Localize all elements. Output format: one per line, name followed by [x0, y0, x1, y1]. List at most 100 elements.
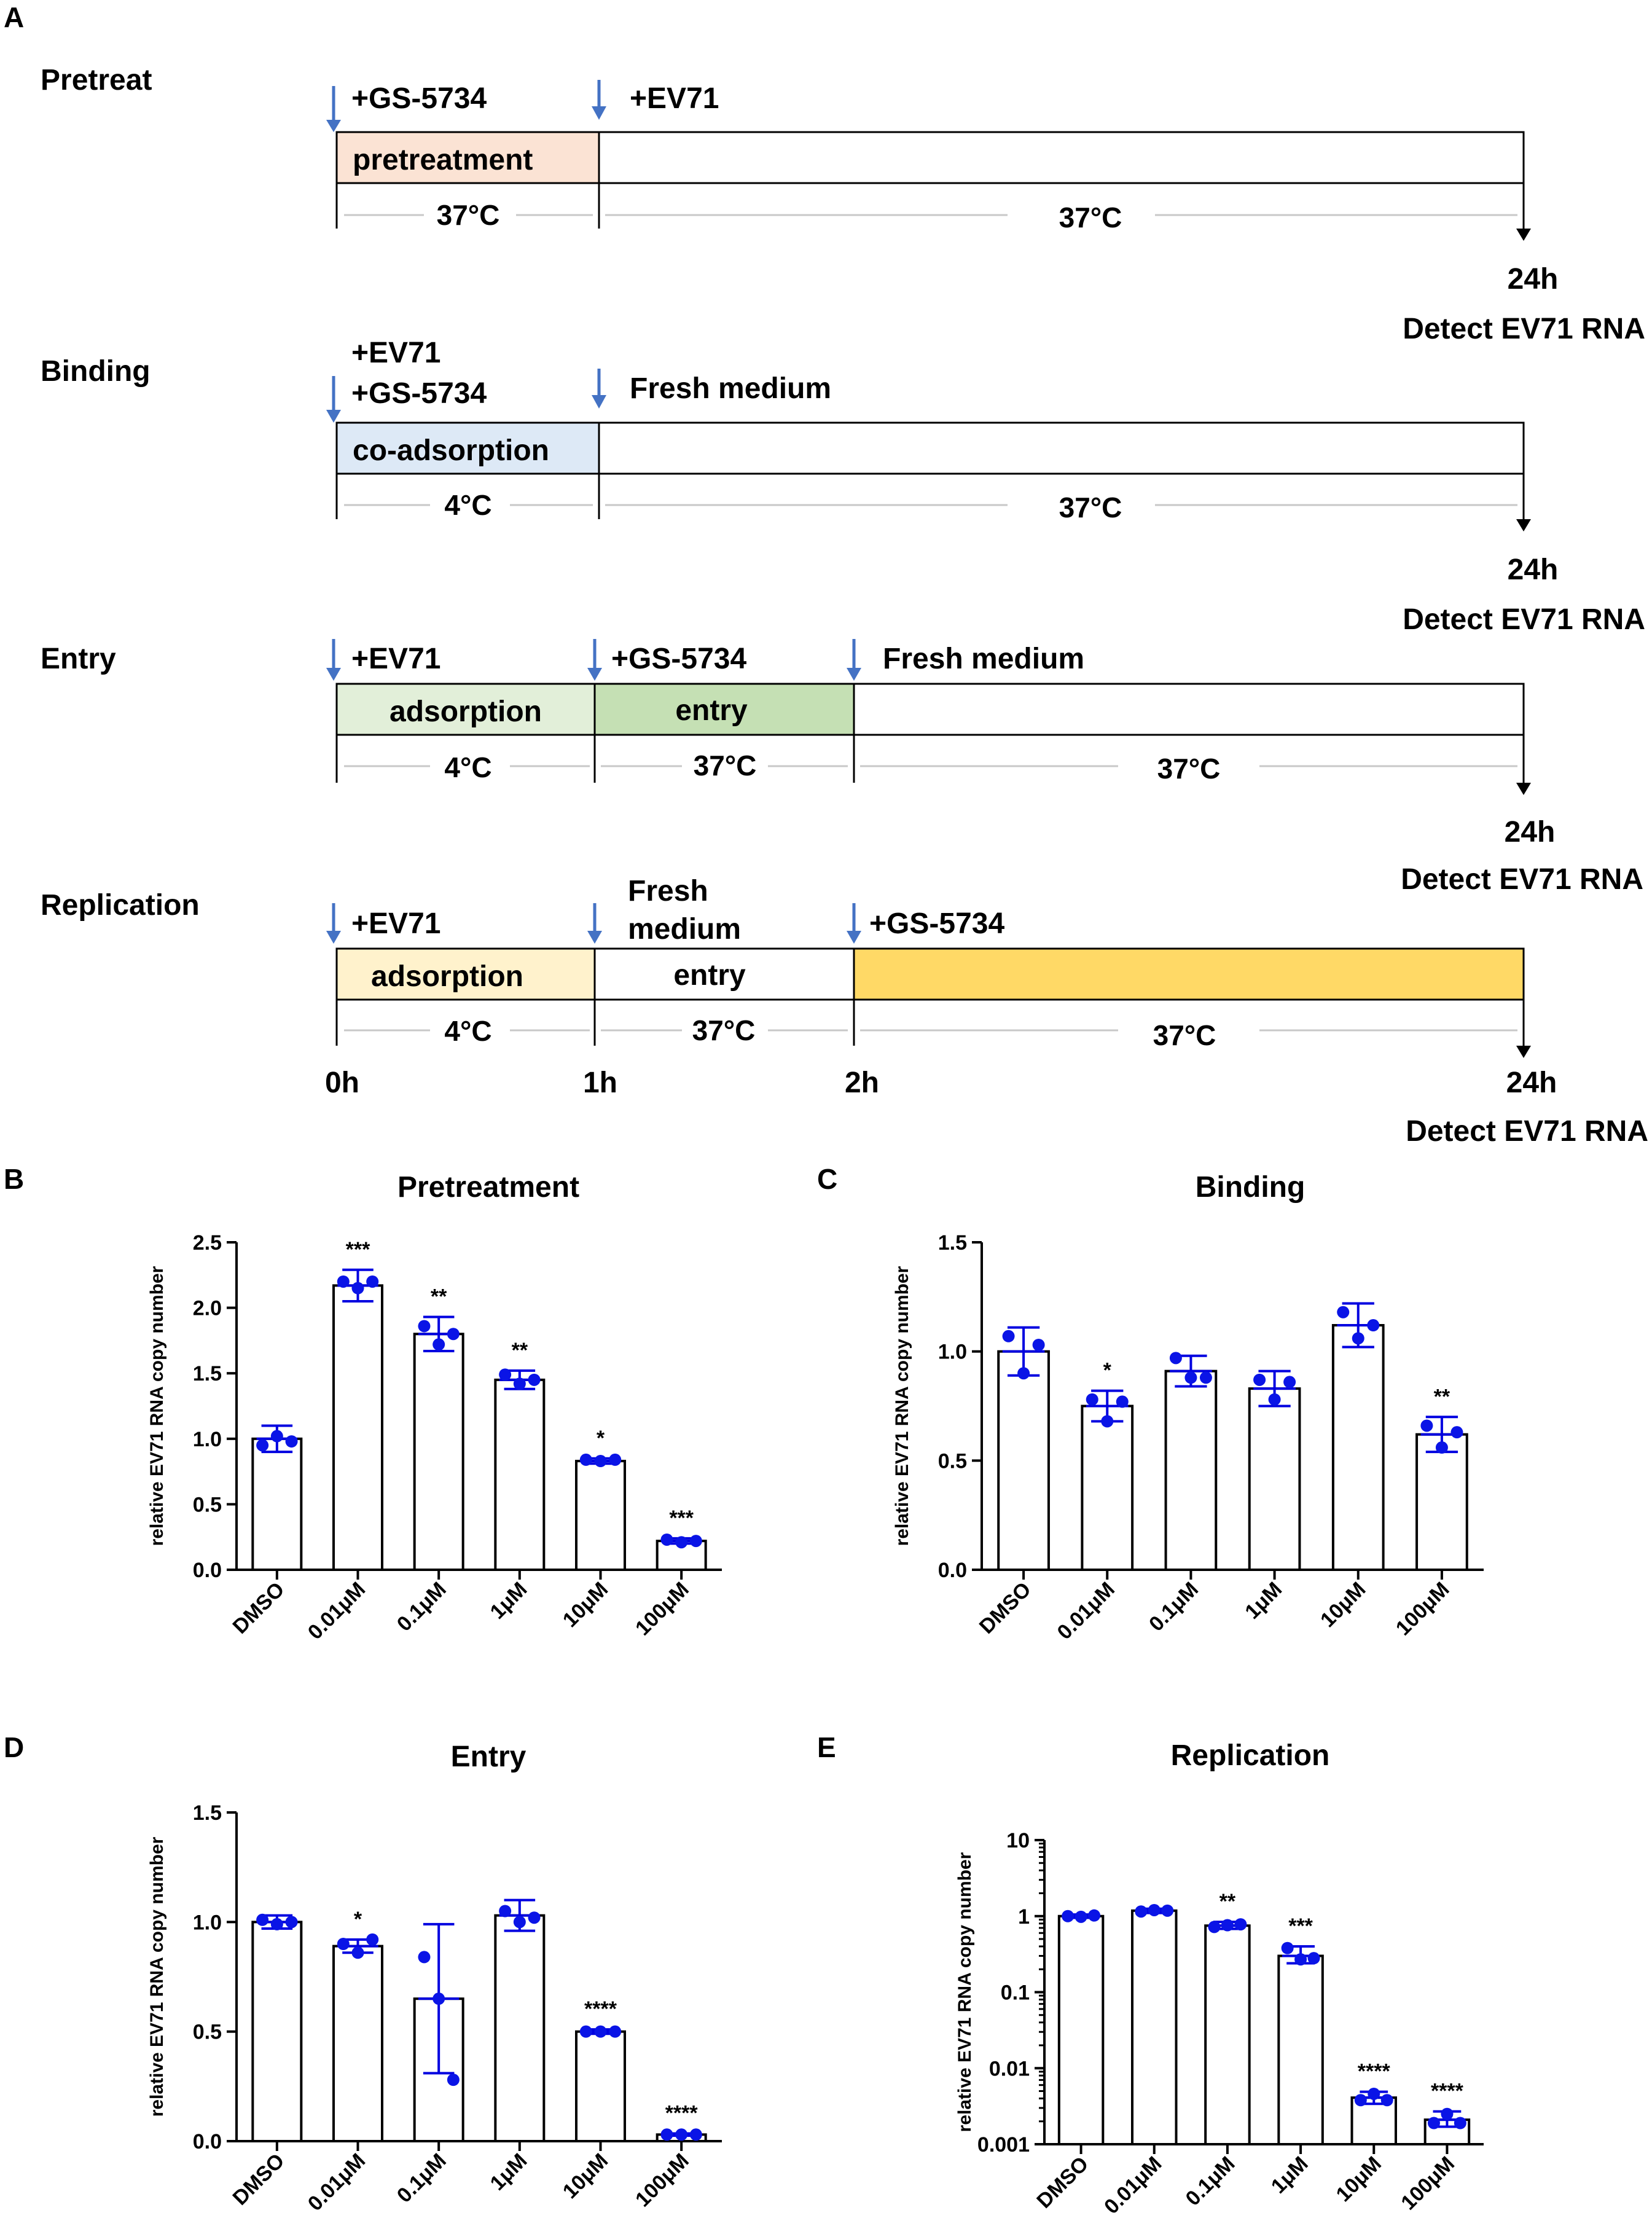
data-point — [609, 2025, 622, 2038]
data-point — [675, 1536, 688, 1549]
data-point — [351, 1946, 364, 1959]
data-point — [1086, 1393, 1098, 1406]
segment-adsorption — [335, 683, 596, 736]
y-tick-label: 0.0 — [938, 1559, 967, 1582]
schematic-row-binding: Binding +EV71 +GS-5734 Fresh medium co-a… — [41, 337, 1645, 636]
segment-co-adsorption — [335, 421, 600, 475]
data-point — [594, 2025, 607, 2038]
data-point — [1116, 1395, 1129, 1408]
data-point — [285, 1435, 298, 1448]
data-point — [1148, 1903, 1161, 1916]
x-tick-label: 0.1μM — [393, 2149, 451, 2208]
data-point — [1017, 1367, 1030, 1380]
data-point — [433, 1338, 445, 1351]
data-point — [579, 1453, 592, 1466]
segment-label-adsorption: adsorption — [390, 695, 542, 728]
data-point — [513, 1916, 526, 1929]
y-axis-label: relative EV71 RNA copy number — [147, 1266, 167, 1546]
arrow-head-icon — [326, 120, 341, 132]
data-point — [1367, 1319, 1380, 1332]
y-tick-label: 1 — [1018, 1905, 1030, 1929]
data-point — [499, 1368, 512, 1381]
y-tick-label: 0.5 — [938, 1449, 967, 1473]
data-point — [579, 2025, 592, 2038]
significance-label: *** — [669, 1506, 694, 1530]
y-tick-label: 0.5 — [193, 2021, 222, 2044]
bar — [251, 1437, 303, 1572]
bar — [1248, 1387, 1301, 1571]
data-point — [337, 1938, 350, 1950]
data-point — [1032, 1339, 1045, 1352]
arrow-label-ev71: +EV71 — [351, 643, 440, 675]
segment-incubation — [853, 683, 1525, 736]
chart-title: Binding — [1196, 1171, 1306, 1204]
chart-replication: Replication 0.001 0.01 0.1 1 10 relative EV71 … — [955, 1739, 1484, 2219]
bar — [332, 1945, 383, 2142]
data-point — [1454, 2117, 1466, 2129]
chart-title: Replication — [1171, 1739, 1330, 1772]
segment-label-entry: entry — [673, 959, 746, 992]
y-tick-label: 0.0 — [193, 2130, 222, 2153]
end-detect-label: Detect EV71 RNA — [1403, 313, 1645, 345]
row-name-entry: Entry — [41, 643, 116, 675]
chart-binding: Binding 0.0 0.5 1.0 1.5 relative EV71 RNA cop… — [892, 1171, 1484, 1644]
bar — [1331, 1324, 1385, 1571]
significance-label: **** — [1358, 2060, 1391, 2083]
schematic-row-replication: Replication +EV71 Fresh medium +GS-5734 … — [41, 875, 1648, 1148]
y-tick-label: 0.001 — [977, 2133, 1030, 2157]
data-point — [1221, 1919, 1234, 1932]
data-point — [256, 1913, 269, 1926]
temp-label: 37°C — [437, 199, 500, 231]
x-tick-label: 1μM — [1267, 2152, 1313, 2198]
y-tick-label: 2.0 — [193, 1297, 222, 1320]
data-point — [1101, 1415, 1114, 1428]
arrow-head-icon — [1516, 783, 1531, 795]
temp-label: 37°C — [694, 750, 757, 782]
significance-label: * — [597, 1427, 605, 1450]
data-point — [270, 1918, 283, 1930]
row-name-replication: Replication — [41, 889, 200, 922]
bar — [494, 1378, 546, 1572]
data-point — [1420, 1419, 1433, 1432]
x-tick-label: DMSO — [228, 1578, 289, 1639]
data-point — [1427, 2117, 1440, 2129]
data-point — [1062, 1910, 1075, 1922]
data-point — [1294, 1953, 1307, 1966]
arrow-head-icon — [326, 931, 341, 944]
chart-pretreatment: Pretreatment 0.0 0.5 1.0 1.5 2.0 2.5 relative E… — [147, 1171, 722, 1644]
data-point — [528, 1373, 541, 1386]
y-tick-label: 0.0 — [193, 1559, 222, 1582]
x-tick-label: 10μM — [1316, 1578, 1370, 1632]
x-tick-label: 100μM — [1396, 2152, 1459, 2215]
arrow-label-ev71: +EV71 — [630, 82, 719, 115]
end-time-label: 24h — [1508, 263, 1559, 296]
significance-label: * — [1103, 1359, 1112, 1382]
bar — [1415, 1433, 1468, 1572]
schematic-row-entry: Entry +EV71 +GS-5734 Fresh medium adsorp… — [41, 639, 1643, 896]
temp-label: 4°C — [444, 489, 491, 521]
time-label-0h: 0h — [325, 1067, 359, 1099]
data-point — [1450, 1426, 1463, 1439]
arrow-head-icon — [847, 668, 861, 681]
data-point — [513, 1377, 526, 1390]
chart-entry: Entry 0.0 0.5 1.0 1.5 relative EV71 RNA copy … — [147, 1741, 722, 2215]
data-point — [609, 1453, 622, 1466]
bar — [1081, 1404, 1134, 1571]
end-time-label: 24h — [1508, 554, 1559, 586]
data-point — [418, 1320, 431, 1333]
data-point — [1088, 1909, 1101, 1922]
data-point — [1184, 1371, 1197, 1384]
data-point — [1380, 2094, 1393, 2107]
data-point — [1337, 1306, 1350, 1318]
y-tick-label: 1.0 — [193, 1428, 222, 1451]
bar — [1277, 1954, 1324, 2146]
y-tick-label: 2.5 — [193, 1231, 222, 1255]
segment-entry — [593, 683, 855, 736]
y-tick-label: 0.5 — [193, 1493, 222, 1516]
time-label-1h: 1h — [583, 1067, 617, 1099]
x-tick-label: 1μM — [486, 1578, 532, 1624]
arrow-label-fresh-medium: Fresh medium — [883, 643, 1084, 675]
bar — [575, 1460, 626, 1571]
significance-label: *** — [1288, 1914, 1313, 1938]
